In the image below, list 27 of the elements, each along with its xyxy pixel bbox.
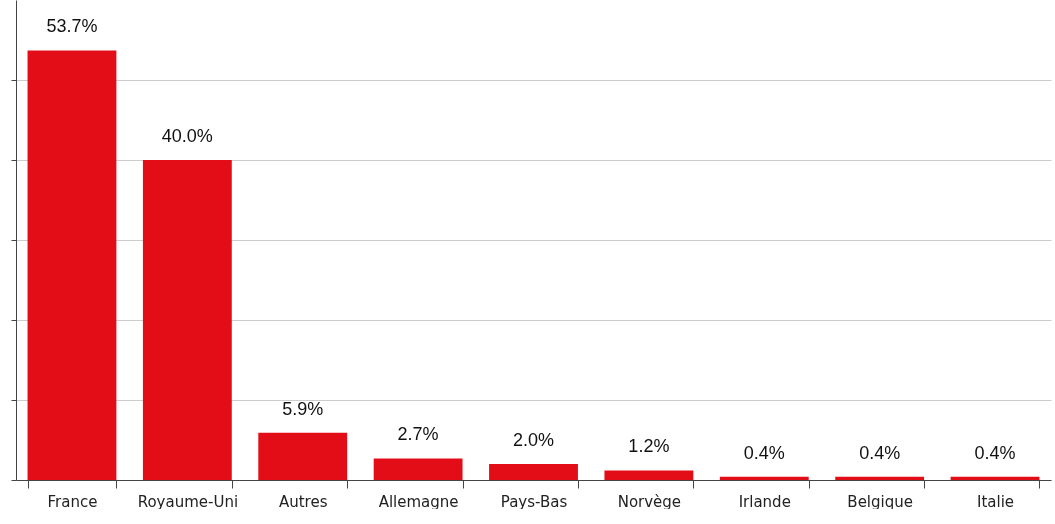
- bar: [27, 50, 117, 480]
- data-label: 0.4%: [974, 442, 1016, 463]
- data-label: 0.4%: [859, 442, 901, 463]
- data-label: 1.2%: [628, 436, 670, 457]
- x-tick-label: Royaume-Uni: [137, 492, 239, 511]
- bar: [373, 458, 463, 480]
- bar: [950, 476, 1040, 480]
- data-label: 40.0%: [161, 126, 213, 146]
- x-tick-label: Irlande: [738, 492, 791, 511]
- bar: [142, 160, 232, 480]
- x-tick-label: France: [47, 492, 98, 511]
- data-label: 2.0%: [512, 430, 555, 450]
- data-label: 0.4%: [743, 442, 785, 463]
- data-label: 5.9%: [282, 398, 324, 419]
- x-tick-label: Belgique: [847, 492, 913, 511]
- bar: [604, 470, 694, 480]
- data-label: 2.7%: [397, 424, 439, 445]
- data-label: 53.7%: [46, 16, 98, 37]
- bar: [835, 476, 925, 480]
- x-tick-label: Autres: [278, 492, 328, 511]
- x-tick-label: Pays-Bas: [500, 492, 568, 511]
- bar: [258, 432, 348, 480]
- bar: [489, 464, 578, 480]
- x-tick-label: Italie: [977, 492, 1015, 511]
- bar: [719, 476, 809, 480]
- x-tick-label: Allemagne: [378, 492, 459, 511]
- x-tick-label: Norvège: [617, 492, 682, 511]
